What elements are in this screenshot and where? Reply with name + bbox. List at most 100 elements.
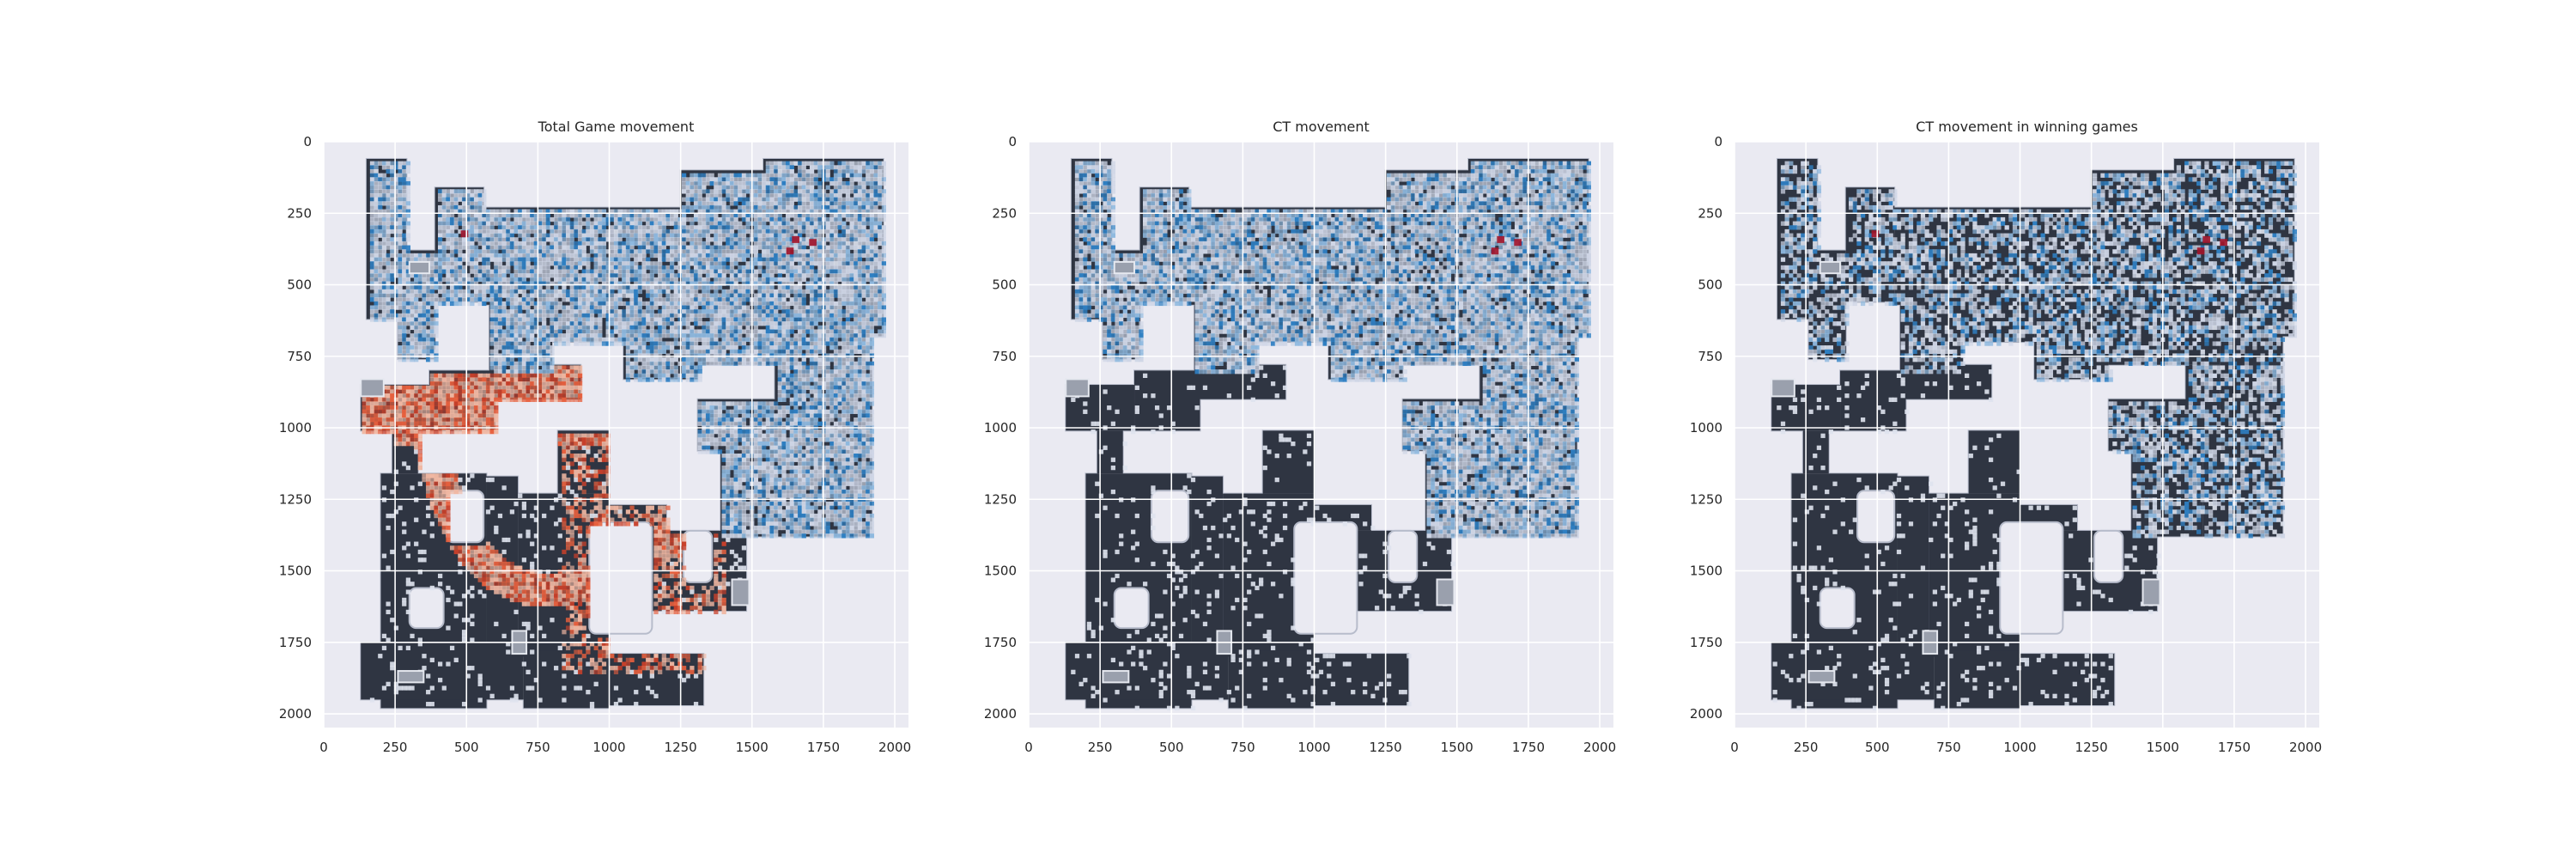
density-cell bbox=[646, 261, 651, 266]
density-cell bbox=[786, 285, 791, 290]
density-cell bbox=[797, 277, 803, 283]
density-cell bbox=[745, 253, 750, 259]
density-cell bbox=[774, 361, 779, 367]
density-cell bbox=[586, 321, 591, 326]
density-cell bbox=[837, 241, 842, 247]
density-cell bbox=[709, 261, 714, 266]
density-cell bbox=[845, 228, 851, 235]
density-cell bbox=[881, 265, 886, 271]
density-cell bbox=[781, 189, 787, 194]
density-cell bbox=[601, 289, 607, 295]
density-cell bbox=[381, 165, 387, 170]
density-cell bbox=[622, 216, 627, 222]
density-cell bbox=[866, 337, 871, 343]
density-cell bbox=[793, 253, 799, 259]
density-cell bbox=[494, 329, 499, 334]
density-cell bbox=[866, 253, 871, 259]
density-cell bbox=[661, 265, 666, 271]
density-cell bbox=[797, 313, 803, 319]
density-cell bbox=[757, 228, 762, 235]
density-cell bbox=[429, 337, 434, 343]
density-cell bbox=[845, 249, 851, 254]
density-cell bbox=[473, 216, 479, 222]
density-cell bbox=[381, 241, 387, 247]
density-cell bbox=[605, 325, 611, 331]
density-cell bbox=[414, 285, 419, 290]
density-cell bbox=[813, 305, 818, 310]
density-cell bbox=[709, 305, 714, 310]
density-cell bbox=[405, 177, 411, 182]
density-cell bbox=[753, 269, 759, 274]
density-cell bbox=[617, 261, 623, 266]
density-cell bbox=[729, 180, 735, 186]
density-cell bbox=[405, 237, 411, 242]
density-cell bbox=[721, 313, 726, 319]
density-cell bbox=[738, 228, 743, 235]
density-cell bbox=[634, 225, 639, 230]
density-cell bbox=[741, 245, 747, 250]
density-cell bbox=[845, 293, 851, 298]
density-cell bbox=[501, 213, 507, 218]
density-cell bbox=[398, 329, 403, 334]
density-cell bbox=[610, 301, 615, 307]
density-cell bbox=[805, 313, 811, 319]
density-cell bbox=[398, 192, 403, 198]
density-cell bbox=[617, 225, 623, 230]
density-cell bbox=[533, 281, 538, 286]
density-cell bbox=[786, 289, 791, 295]
density-cell bbox=[562, 241, 567, 247]
density-cell bbox=[625, 285, 631, 290]
density-cell bbox=[545, 341, 550, 346]
density-cell bbox=[861, 361, 866, 367]
density-cell bbox=[769, 265, 775, 271]
density-cell bbox=[429, 269, 434, 274]
density-cell bbox=[646, 277, 651, 283]
density-cell bbox=[738, 237, 743, 242]
density-cell bbox=[550, 357, 555, 362]
density-cell bbox=[777, 285, 782, 290]
density-cell bbox=[854, 333, 859, 338]
density-cell bbox=[753, 233, 759, 238]
density-cell bbox=[449, 201, 455, 206]
density-cell bbox=[741, 273, 747, 278]
density-cell bbox=[685, 281, 690, 286]
density-cell bbox=[825, 216, 830, 222]
density-cell bbox=[513, 345, 519, 350]
density-cell bbox=[446, 225, 451, 230]
density-cell bbox=[769, 216, 775, 222]
density-cell bbox=[685, 201, 690, 206]
density-cell bbox=[653, 225, 659, 230]
density-cell bbox=[690, 177, 695, 182]
density-cell bbox=[593, 237, 598, 242]
density-cell bbox=[702, 265, 707, 271]
density-cell bbox=[581, 228, 586, 235]
density-cell bbox=[473, 209, 479, 214]
density-cell bbox=[586, 313, 591, 319]
density-cell bbox=[569, 257, 574, 262]
density-cell bbox=[398, 241, 403, 247]
density-cell bbox=[422, 341, 427, 346]
density-cell bbox=[518, 329, 523, 334]
density-cell bbox=[378, 277, 383, 283]
density-cell bbox=[805, 257, 811, 262]
density-cell bbox=[805, 349, 811, 355]
density-cell bbox=[705, 265, 711, 271]
density-cell bbox=[857, 213, 863, 218]
density-cell bbox=[738, 317, 743, 322]
density-cell bbox=[649, 265, 654, 271]
density-cell bbox=[869, 225, 875, 230]
density-cell bbox=[869, 177, 875, 182]
density-cell bbox=[714, 233, 719, 238]
density-cell bbox=[741, 297, 747, 302]
density-cell bbox=[813, 197, 818, 202]
density-cell bbox=[506, 333, 511, 338]
density-cell bbox=[837, 321, 842, 326]
density-cell bbox=[738, 204, 743, 210]
density-cell bbox=[374, 185, 379, 190]
density-cell bbox=[625, 237, 631, 242]
density-cell bbox=[402, 281, 407, 286]
density-cell bbox=[593, 228, 598, 235]
density-cell bbox=[673, 301, 678, 307]
density-cell bbox=[789, 325, 794, 331]
density-cell bbox=[866, 333, 871, 338]
